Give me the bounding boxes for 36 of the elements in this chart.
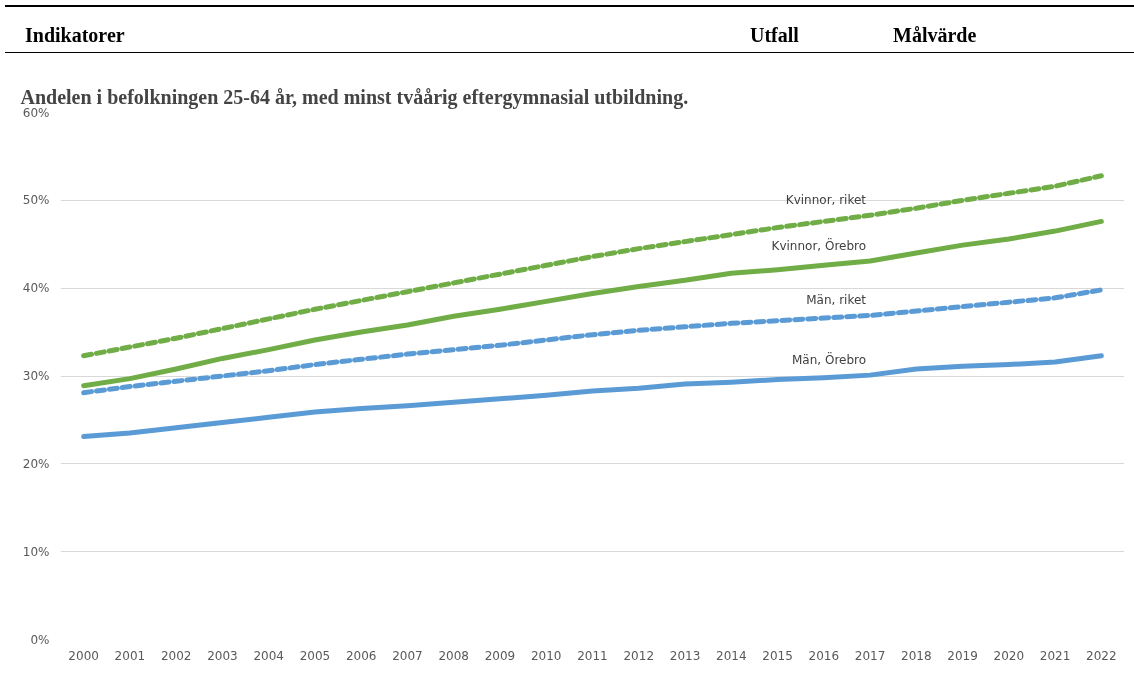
x-tick-label: 2017 [854, 648, 886, 663]
text: Indikatorer [25, 23, 125, 48]
x-tick-label: 2012 [623, 648, 655, 663]
x-tick-label: 2008 [438, 648, 469, 663]
x-tick-label: 2011 [577, 648, 608, 663]
x-tick-label: 2020 [993, 648, 1025, 663]
series-label: Män, Örebro [792, 351, 867, 368]
y-tick-label: 30% [22, 369, 50, 383]
x-tick-label: 2013 [669, 648, 701, 663]
x-tick-label: 2022 [1086, 648, 1117, 663]
x-tick-label: 2014 [716, 648, 747, 663]
x-tick-label: 2001 [114, 648, 146, 663]
x-tick-label: 2003 [207, 648, 238, 663]
y-tick-label: 50% [22, 193, 50, 208]
y-tick-label: 0% [30, 632, 50, 647]
x-tick-label: 2016 [808, 648, 840, 663]
x-tick-label: 2004 [253, 648, 284, 663]
text: Målvärde [893, 23, 977, 48]
x-tick-label: 2018 [901, 648, 932, 663]
text: Utfall [750, 23, 799, 48]
x-tick-label: 2009 [484, 648, 516, 663]
series-label: Kvinnor, Örebro [771, 236, 867, 253]
x-tick-label: 2010 [530, 648, 562, 663]
x-tick-label: 2019 [947, 648, 978, 663]
x-tick-label: 2021 [1039, 648, 1071, 663]
series-label: Kvinnor, riket [785, 193, 867, 208]
x-tick-label: 2007 [392, 648, 423, 663]
x-tick-label: 2006 [345, 648, 377, 663]
y-tick-label: 20% [22, 456, 50, 471]
x-tick-label: 2000 [68, 648, 99, 663]
x-tick-label: 2005 [299, 648, 331, 663]
y-tick-label: 40% [22, 281, 50, 296]
y-tick-label: 10% [22, 544, 50, 559]
x-tick-label: 2015 [762, 648, 793, 663]
series-label: Män, riket [806, 293, 867, 308]
x-tick-label: 2002 [160, 648, 192, 663]
